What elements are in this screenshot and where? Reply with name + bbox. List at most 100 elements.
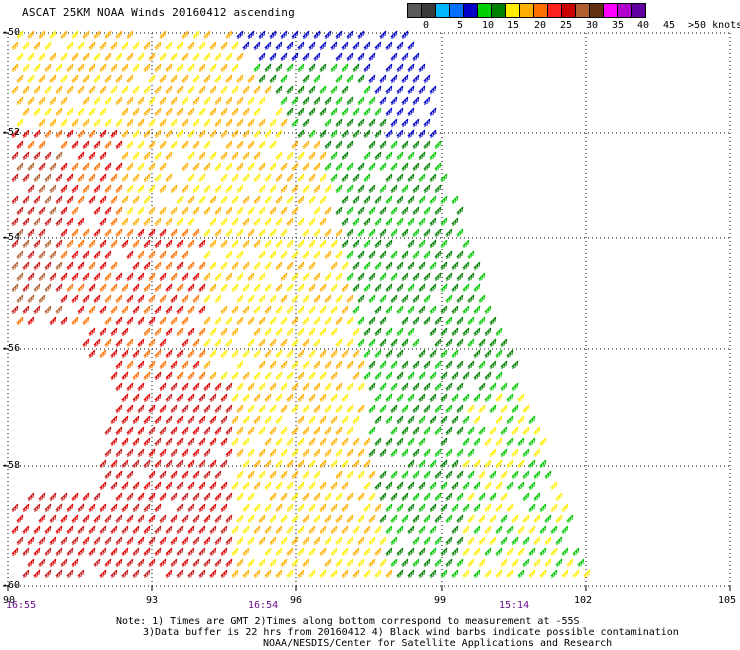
wind-barb [253,415,261,425]
wind-barb [269,558,277,568]
wind-barb [176,371,184,381]
wind-barb [44,85,52,95]
wind-barb [143,217,151,227]
wind-barb [429,459,437,469]
wind-barb [374,239,382,249]
wind-barb [192,338,200,348]
wind-barb [423,448,431,458]
wind-barb [451,371,459,381]
wind-barb [66,547,74,557]
wind-barb [247,206,255,216]
wind-barb [38,162,46,172]
wind-barb [165,173,173,183]
wind-barb [335,382,343,392]
wind-barb [110,481,118,491]
wind-barb [253,525,261,535]
wind-barb [319,63,327,73]
wind-barb [357,184,365,194]
wind-barb [253,173,261,183]
wind-barb [528,503,536,513]
wind-barb [407,547,415,557]
wind-barb [71,206,79,216]
wind-barb [484,481,492,491]
wind-barb [385,41,393,51]
wind-barb [132,569,140,579]
wind-barb [302,360,310,370]
wind-barb [451,217,459,227]
wind-barb [473,349,481,359]
wind-barb [121,195,129,205]
wind-barb [341,547,349,557]
wind-barb [291,536,299,546]
wind-barb [346,118,354,128]
wind-barb [126,30,134,40]
wind-barb [187,305,195,315]
wind-barb [319,393,327,403]
wind-barb [286,85,294,95]
wind-barb [533,448,541,458]
wind-barb [324,228,332,238]
wind-barb [539,459,547,469]
wind-barb [335,426,343,436]
wind-barb [247,140,255,150]
colorbar-label: 30 [586,20,599,31]
wind-barb [247,558,255,568]
wind-barb [192,162,200,172]
wind-barb [220,371,228,381]
wind-barb [77,547,85,557]
wind-barb [225,162,233,172]
wind-barb [247,272,255,282]
wind-barb [220,261,228,271]
wind-barb [379,382,387,392]
wind-barb [22,569,30,579]
wind-barb [401,140,409,150]
wind-barb [258,404,266,414]
wind-barb [495,569,503,579]
wind-barb [55,283,63,293]
wind-barb [66,107,74,117]
wind-barb [209,41,217,51]
wind-barb [154,415,162,425]
wind-barb [110,63,118,73]
wind-barb [71,74,79,84]
wind-barb [522,514,530,524]
wind-barb [302,184,310,194]
wind-barb [346,140,354,150]
wind-barb [385,85,393,95]
wind-barb [192,404,200,414]
wind-barb [319,415,327,425]
wind-barb [313,272,321,282]
wind-barb [242,481,250,491]
wind-barb [159,96,167,106]
wind-barb [88,525,96,535]
wind-barb [49,96,57,106]
wind-barb [467,272,475,282]
wind-barb [269,184,277,194]
wind-barb [269,118,277,128]
wind-barb [489,338,497,348]
wind-barb [27,558,35,568]
wind-barb [192,426,200,436]
wind-barb [159,206,167,216]
wind-barb [44,569,52,579]
wind-barb [33,107,41,117]
wind-barb [544,558,552,568]
wind-barb [225,514,233,524]
wind-barb [258,536,266,546]
wind-barb [27,30,35,40]
wind-barb [429,415,437,425]
wind-barb [176,569,184,579]
wind-barb [297,349,305,359]
wind-barb [159,404,167,414]
wind-barb [33,85,41,95]
wind-barb [341,173,349,183]
wind-barb [209,283,217,293]
wind-barb [319,327,327,337]
wind-barb [236,74,244,84]
colorbar-labels: 0 5 10 15 20 25 30 35 40 45 >50 knots [407,20,740,34]
wind-barb [181,30,189,40]
wind-barb [143,305,151,315]
wind-barb [99,305,107,315]
wind-barb [484,349,492,359]
wind-barb [22,107,30,117]
